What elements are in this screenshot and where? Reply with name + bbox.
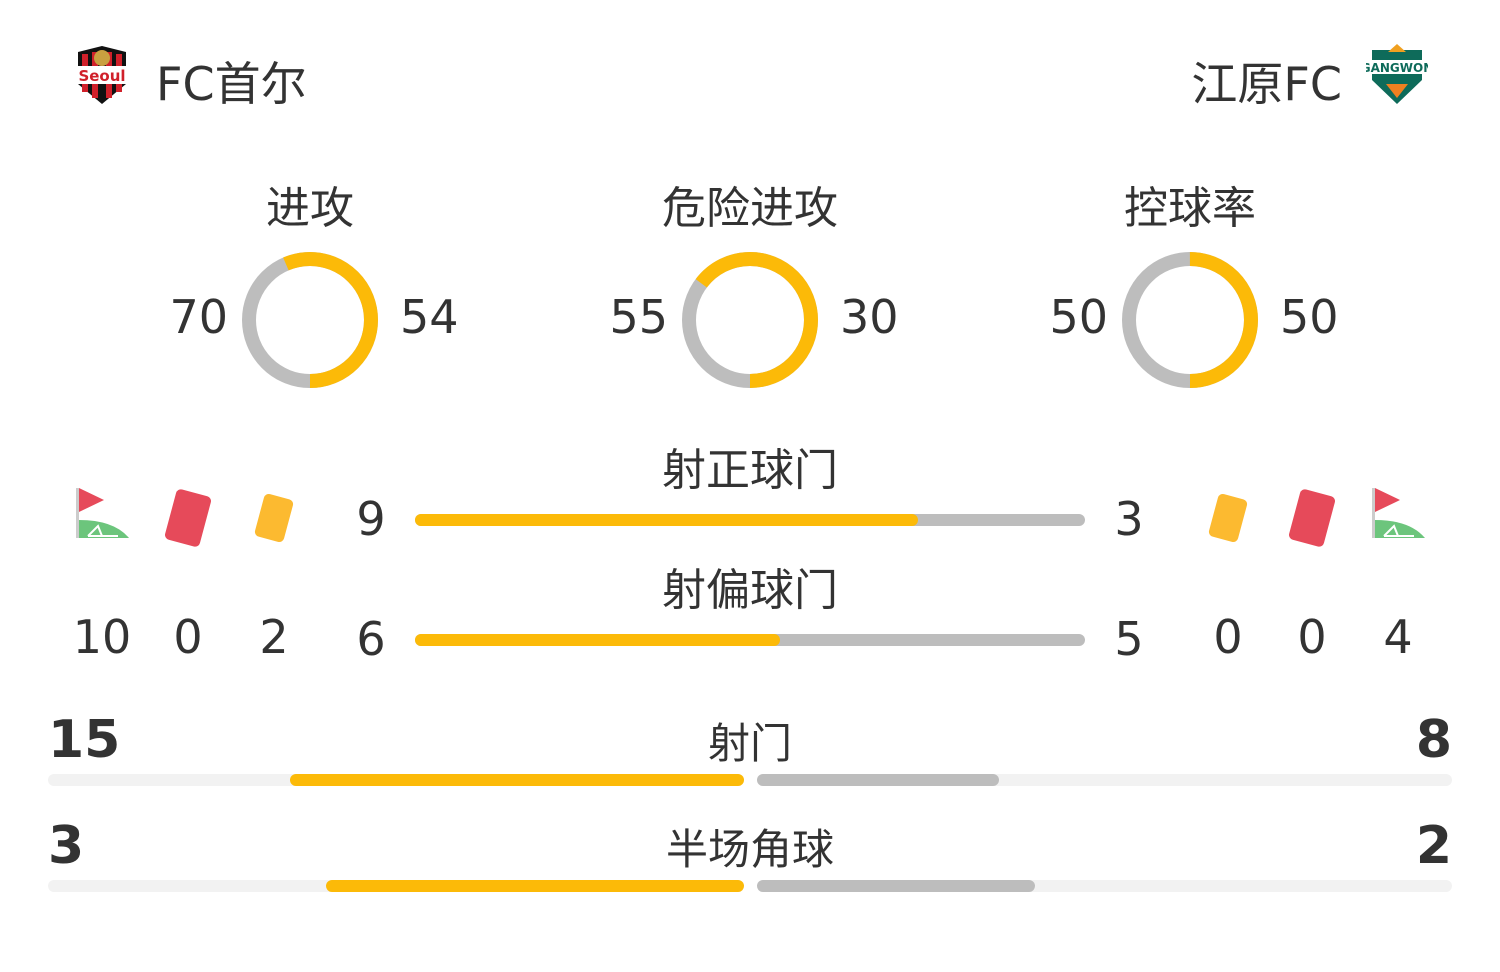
donut-label: 控球率	[1124, 183, 1256, 234]
donut-away-value: 30	[840, 290, 899, 344]
total-home-track	[48, 880, 744, 892]
donut-chart	[242, 252, 378, 388]
total-away-fill	[757, 880, 1035, 892]
total-home-value: 15	[48, 710, 121, 770]
yellow-card-icon	[246, 486, 302, 554]
home-team-name: FC首尔	[156, 57, 307, 111]
total-away-value: 2	[1415, 816, 1452, 876]
bar-home-value: 9	[356, 492, 386, 546]
total-label: 半场角球	[665, 825, 834, 874]
total-home-track	[48, 774, 744, 786]
donut-home-arc	[682, 252, 818, 388]
bar-track	[415, 634, 1085, 646]
yellow-card-icon	[1200, 486, 1256, 554]
away-yellow-count: 0	[1213, 610, 1243, 664]
red-card-icon	[1284, 486, 1340, 554]
total-away-value: 8	[1415, 710, 1452, 770]
corner-flag-icon	[74, 486, 130, 546]
bar-home-fill	[415, 514, 918, 526]
donut-home-value: 70	[169, 290, 228, 344]
home-yellow-count: 2	[259, 610, 289, 664]
donut-chart	[1122, 252, 1258, 388]
bar-label: 射偏球门	[662, 565, 838, 616]
total-away-track	[757, 774, 1452, 786]
total-home-value: 3	[48, 816, 85, 876]
donut-away-value: 50	[1280, 290, 1339, 344]
away-corners-count: 4	[1383, 610, 1413, 664]
bar-home-value: 6	[356, 612, 386, 666]
donut-label: 进攻	[266, 183, 354, 234]
corner-flag-icon	[1370, 486, 1426, 546]
away-logo: GANGWON	[1361, 44, 1433, 106]
red-card-icon	[160, 486, 216, 554]
donut-away-value: 54	[400, 290, 459, 344]
total-away-track	[757, 880, 1452, 892]
svg-text:Seoul: Seoul	[78, 67, 125, 85]
donut-home-arc	[242, 252, 378, 388]
bar-track	[415, 514, 1085, 526]
away-team-name: 江原FC	[1191, 57, 1342, 111]
total-home-fill	[290, 774, 744, 786]
svg-text:GANGWON: GANGWON	[1366, 61, 1428, 75]
total-label: 射门	[707, 719, 792, 768]
donut-label: 危险进攻	[662, 183, 838, 234]
home-logo: Seoul	[74, 44, 130, 106]
donut-home-value: 55	[609, 290, 668, 344]
donut-chart	[682, 252, 818, 388]
home-corners-count: 10	[72, 610, 132, 664]
bar-away-value: 3	[1114, 492, 1144, 546]
donut-home-arc	[1122, 252, 1258, 388]
donut-home-value: 50	[1049, 290, 1108, 344]
bar-label: 射正球门	[662, 445, 838, 496]
total-away-fill	[757, 774, 999, 786]
home-red-count: 0	[173, 610, 203, 664]
bar-home-fill	[415, 634, 781, 646]
total-home-fill	[326, 880, 744, 892]
away-red-count: 0	[1297, 610, 1327, 664]
bar-away-value: 5	[1114, 612, 1144, 666]
